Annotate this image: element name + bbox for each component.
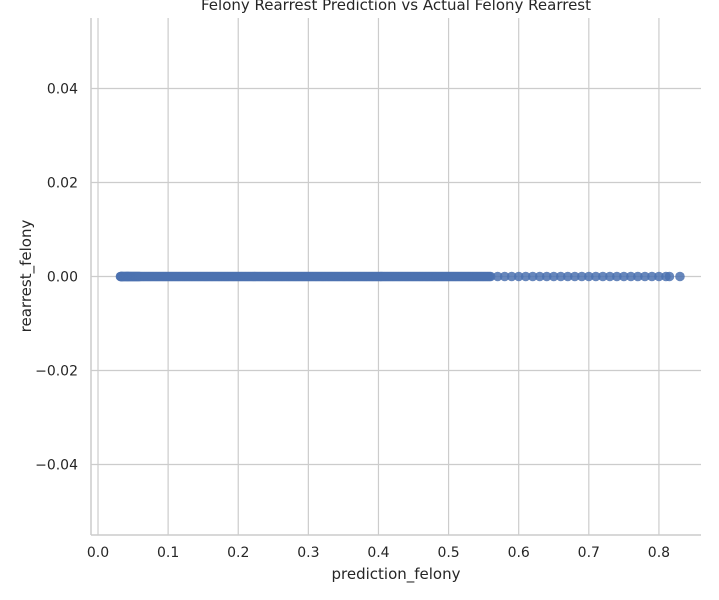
data-point [569,271,580,282]
data-point [541,271,552,282]
data-point [591,271,601,282]
y-tick-labels: 0.04 0.02 0.00 −0.02 −0.04 [35,82,78,474]
y-axis-label: rearrest_felony [17,220,36,333]
data-point [520,271,531,282]
data-point [499,271,510,282]
data-point [584,271,594,282]
data-point [598,271,608,282]
x-tick-label: 0.0 [87,545,109,561]
data-point [675,271,685,282]
y-tick-label: 0.00 [47,270,78,286]
data-point [633,271,643,282]
data-point [562,271,573,282]
chart-title: Felony Rearrest Prediction vs Actual Fel… [201,0,591,14]
data-point [492,271,503,282]
data-point [626,271,636,282]
data-point [513,271,524,282]
y-tick-label: −0.02 [35,364,78,380]
data-points [115,271,685,282]
x-tick-label: 0.2 [227,545,249,561]
data-point [548,271,559,282]
y-tick-label: 0.04 [47,82,78,98]
data-point [577,271,587,282]
y-tick-label: 0.02 [47,176,78,192]
data-point [506,271,517,282]
data-point [640,271,650,282]
x-tick-labels: 0.0 0.1 0.2 0.3 0.4 0.5 0.6 0.7 0.8 [87,545,670,561]
x-tick-label: 0.5 [437,545,459,561]
data-point [555,271,566,282]
data-point [619,271,629,282]
y-tick-label: −0.04 [35,458,78,474]
data-point [654,271,664,282]
data-point [534,271,545,282]
data-point [612,271,622,282]
x-axis-label: prediction_felony [332,565,461,584]
x-tick-label: 0.1 [157,545,179,561]
x-tick-label: 0.3 [297,545,319,561]
data-point [605,271,615,282]
x-tick-label: 0.6 [508,545,530,561]
x-tick-label: 0.4 [367,545,389,561]
data-point [647,271,657,282]
x-tick-label: 0.7 [578,545,600,561]
data-point [485,271,496,282]
data-point [664,271,675,282]
x-tick-label: 0.8 [648,545,670,561]
data-point [527,271,538,282]
